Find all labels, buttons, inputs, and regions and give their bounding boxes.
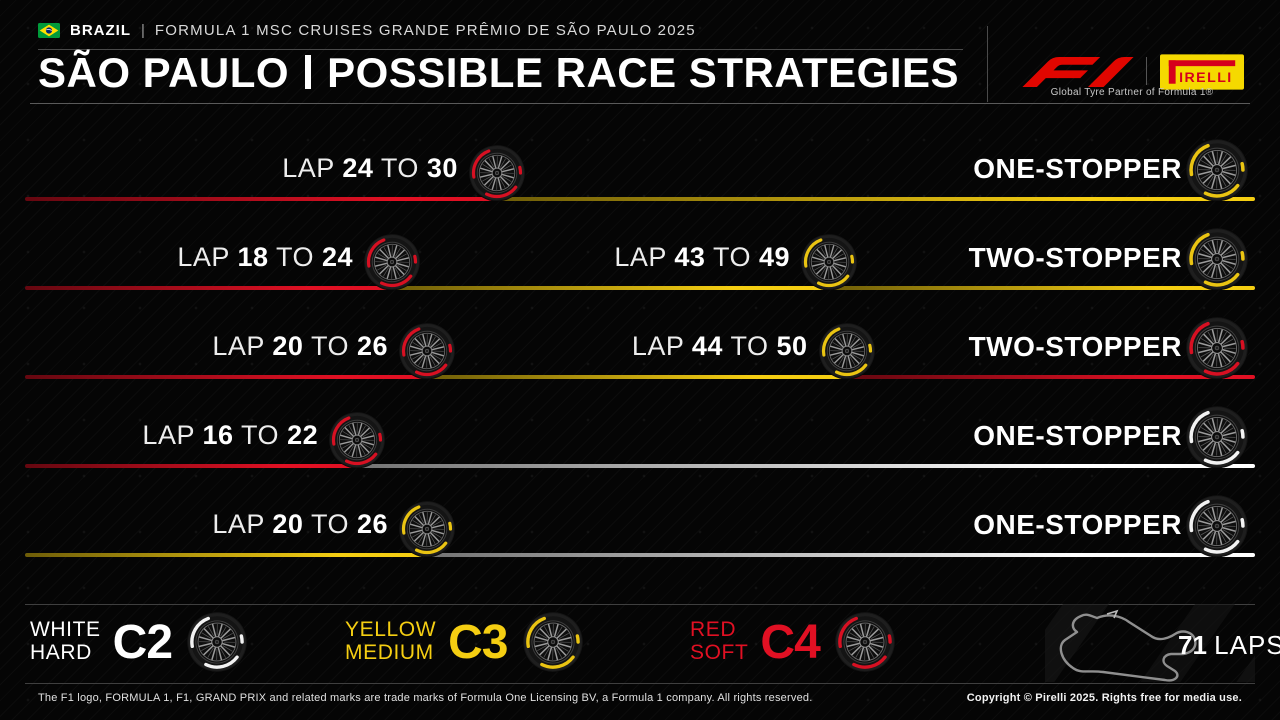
stint-line-medium xyxy=(25,553,427,557)
pit-stop-tyre-medium xyxy=(398,500,456,558)
event-header: BRAZIL | FORMULA 1 MSC CRUISES GRANDE PR… xyxy=(38,22,696,39)
pit-window-label: LAP 16 TO 22 xyxy=(142,420,319,450)
legend-item-medium: YELLOW MEDIUM C3 xyxy=(345,606,584,678)
legend-tyre-hard xyxy=(186,611,248,673)
tyre-icon xyxy=(1185,227,1249,291)
final-stint-tyre-soft xyxy=(1185,316,1249,380)
legend-color-word: WHITE xyxy=(30,618,101,642)
stint-line-medium xyxy=(829,286,1255,290)
legend-tyre-medium xyxy=(522,611,584,673)
svg-text:IRELLI: IRELLI xyxy=(1179,70,1233,86)
pit-window-label: LAP 44 TO 50 xyxy=(631,331,808,361)
strategy-type-label: TWO-STOPPER xyxy=(968,242,1182,273)
legend-top-divider xyxy=(25,604,1255,605)
stint-line-medium xyxy=(427,375,847,379)
final-stint-tyre-medium xyxy=(1185,138,1249,202)
partner-caption: Global Tyre Partner of Formula 1® xyxy=(1050,87,1214,98)
tyre-icon xyxy=(1185,405,1249,469)
footer-legal-text: The F1 logo, FORMULA 1, F1, GRAND PRIX a… xyxy=(38,692,813,704)
legend-color-word: YELLOW xyxy=(345,618,437,642)
tyre-icon xyxy=(186,611,248,673)
legend-bottom-divider xyxy=(25,683,1255,684)
legend-compound-word: SOFT xyxy=(690,641,749,664)
pit-stop-tyre-soft xyxy=(328,411,386,469)
pit-window-label: LAP 24 TO 30 xyxy=(282,153,458,183)
legend-words-soft: RED SOFT xyxy=(690,619,748,664)
legend-code-soft: C4 xyxy=(760,615,820,669)
title-divider-bar xyxy=(305,55,312,89)
stint-line-soft xyxy=(846,375,1255,379)
tyre-icon xyxy=(398,500,456,558)
header-separator: | xyxy=(141,22,145,39)
tyre-icon xyxy=(468,144,526,202)
legend-words-hard: WHITE HARD xyxy=(30,619,101,664)
tyre-icon xyxy=(818,322,875,380)
stint-line-soft xyxy=(25,375,427,379)
laps-number: 71 xyxy=(1178,630,1207,660)
brazil-flag-icon xyxy=(38,23,60,38)
page-title-subject: POSSIBLE RACE STRATEGIES xyxy=(327,49,960,96)
strategy-type-label: ONE-STOPPER xyxy=(973,509,1182,540)
event-name: FORMULA 1 MSC CRUISES GRANDE PRÊMIO DE S… xyxy=(154,22,696,39)
logo-area: IRELLI xyxy=(1012,50,1252,100)
pit-window-label: LAP 20 TO 26 xyxy=(212,509,389,539)
country-label: BRAZIL xyxy=(70,22,131,39)
final-stint-tyre-medium xyxy=(1185,227,1249,291)
legend-item-soft: RED SOFT C4 xyxy=(690,606,896,678)
page-title: SÃO PAULO POSSIBLE RACE STRATEGIES xyxy=(38,52,959,94)
stint-line-medium xyxy=(392,286,830,290)
legend-code-medium: C3 xyxy=(448,615,508,669)
stint-line-hard xyxy=(357,464,1255,468)
total-laps-label: 71 LAPS xyxy=(1178,630,1280,661)
stint-line-soft xyxy=(25,286,393,290)
pit-stop-tyre-medium xyxy=(800,233,858,291)
stint-line-medium xyxy=(496,197,1255,201)
legend-words-medium: YELLOW MEDIUM xyxy=(345,619,436,664)
header-vertical-divider xyxy=(987,26,988,102)
tyre-icon xyxy=(834,611,896,673)
final-stint-tyre-hard xyxy=(1185,405,1249,469)
logo-separator xyxy=(1146,57,1147,85)
pit-stop-tyre-soft xyxy=(363,233,421,291)
pit-window-label: LAP 18 TO 24 xyxy=(177,242,354,272)
strategy-type-label: TWO-STOPPER xyxy=(968,331,1182,362)
strategy-type-label: ONE-STOPPER xyxy=(973,153,1182,184)
tyre-icon xyxy=(1185,316,1249,380)
pit-stop-tyre-soft xyxy=(468,144,526,202)
legend-compound-word: HARD xyxy=(30,641,92,664)
footer-copyright-text: Copyright © Pirelli 2025. Rights free fo… xyxy=(966,692,1242,704)
stint-line-hard xyxy=(427,553,1255,557)
strategy-type-label: ONE-STOPPER xyxy=(973,420,1182,451)
tyre-icon xyxy=(522,611,583,673)
pit-window-label: LAP 20 TO 26 xyxy=(212,331,389,361)
tyre-icon xyxy=(800,233,858,291)
tyre-icon xyxy=(398,322,456,380)
tyre-icon xyxy=(1185,138,1249,202)
legend-compound-word: MEDIUM xyxy=(345,641,434,664)
page-title-location: SÃO PAULO xyxy=(38,49,290,96)
legend-item-hard: WHITE HARD C2 xyxy=(30,606,248,678)
legend-code-hard: C2 xyxy=(112,615,173,669)
tyre-icon xyxy=(1185,494,1249,558)
tyre-icon xyxy=(363,233,421,291)
stint-line-soft xyxy=(25,464,358,468)
tyre-icon xyxy=(328,411,386,469)
header-divider-line xyxy=(38,49,963,50)
legend-color-word: RED xyxy=(690,618,737,642)
pit-window-label: LAP 43 TO 49 xyxy=(614,242,791,272)
pit-stop-tyre-soft xyxy=(398,322,456,380)
pirelli-logo: IRELLI xyxy=(1160,54,1244,90)
stint-line-soft xyxy=(25,197,497,201)
title-divider-line xyxy=(30,103,1250,104)
final-stint-tyre-hard xyxy=(1185,494,1249,558)
legend-tyre-soft xyxy=(834,611,896,673)
laps-word: LAPS xyxy=(1214,630,1280,660)
pit-stop-tyre-medium xyxy=(818,322,876,380)
f1-logo xyxy=(1022,57,1134,87)
